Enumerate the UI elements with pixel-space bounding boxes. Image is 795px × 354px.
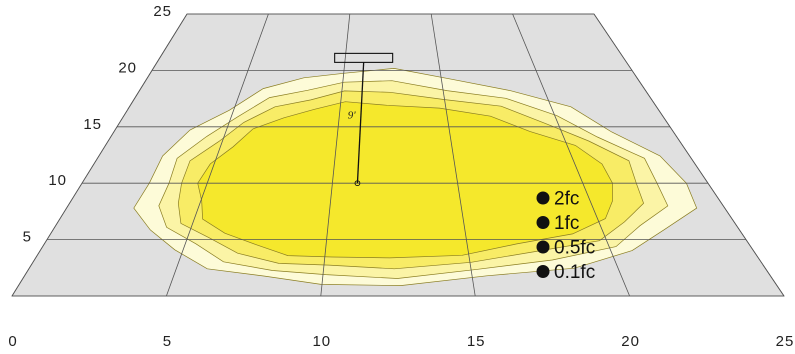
legend-label: 2fc — [554, 189, 579, 210]
grid-lines — [11, 13, 785, 297]
x-tick-label: 0 — [8, 333, 17, 350]
mounting-height-label: 9' — [348, 110, 357, 122]
grid-line-x — [11, 13, 188, 297]
grid-line-x — [512, 13, 630, 297]
grid-line-x — [593, 13, 785, 297]
legend-marker — [536, 191, 550, 205]
x-tick-label: 5 — [163, 333, 172, 350]
y-tick-label: 25 — [153, 3, 172, 20]
legend-label: 0.1fc — [554, 262, 595, 283]
fixture-group: 9' — [334, 52, 394, 187]
y-tick-label: 20 — [118, 59, 137, 76]
pole-line — [356, 62, 365, 184]
x-tick-label: 25 — [776, 333, 795, 350]
y-axis-ticks: 5 10 15 20 25 — [23, 3, 172, 246]
y-tick-label: 15 — [83, 116, 102, 133]
pole-base-marker — [354, 180, 361, 187]
legend-marker — [536, 216, 550, 229]
legend-label: 0.5fc — [554, 238, 595, 259]
legend-marker — [536, 240, 550, 254]
grid-line-x — [430, 13, 476, 297]
legend: 2fc 1fc 0.5fc 0.1fc — [536, 189, 595, 283]
x-tick-label: 10 — [312, 333, 331, 350]
y-tick-label: 10 — [48, 172, 67, 189]
legend-label: 1fc — [554, 213, 579, 234]
x-tick-label: 15 — [467, 333, 486, 350]
contour-group — [133, 68, 698, 286]
grid-line-x — [320, 13, 351, 297]
x-tick-label: 20 — [621, 333, 640, 350]
y-tick-label: 5 — [23, 229, 32, 246]
x-axis-ticks: 0 5 10 15 20 25 — [8, 333, 795, 350]
legend-marker — [536, 265, 550, 278]
grid-line-x — [166, 13, 269, 297]
